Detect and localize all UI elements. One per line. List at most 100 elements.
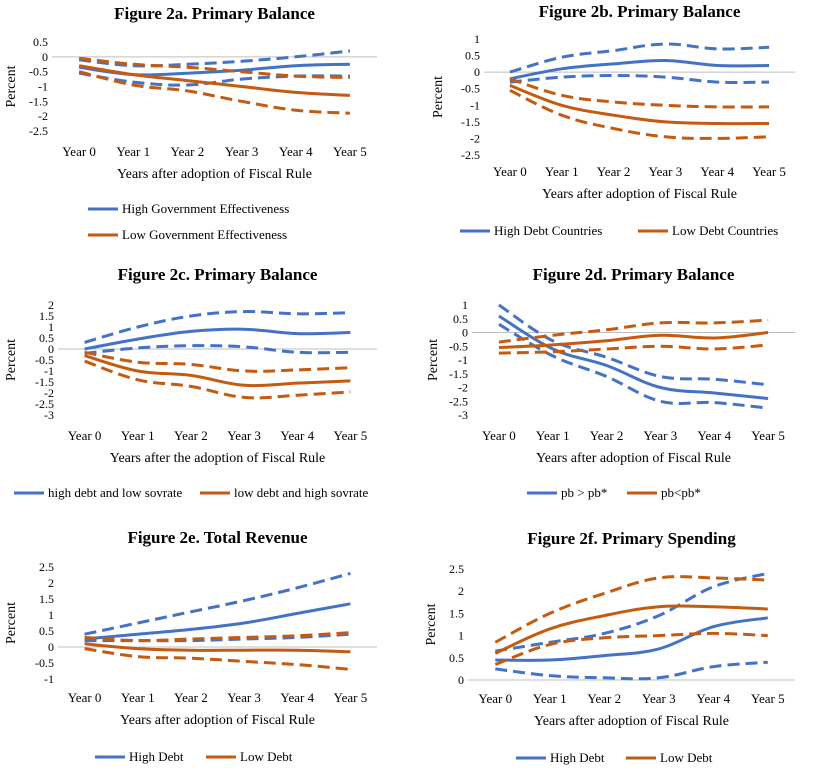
chart-1: Figure 2a. Primary Balance 0.50-0.5-1-1.5… (4, 4, 377, 242)
series-line-blue (84, 327, 351, 351)
chart-3: Figure 2c. Primary Balance21.510.50-0.5-… (4, 265, 377, 500)
legend: pb > pb* pb<pb* (527, 485, 701, 500)
legend-label: low debt and high sovrate (234, 485, 369, 500)
x-tick-label: Year 1 (533, 691, 567, 706)
legend: High Debt Low Debt (516, 750, 713, 765)
chart-title: Figure 2b. Primary Balance (539, 2, 741, 21)
x-tick-label: Year 5 (334, 690, 368, 705)
y-tick-label: -2 (458, 381, 468, 395)
y-axis-title: Percent (4, 339, 19, 381)
y-tick-label: 2.5 (39, 560, 54, 574)
x-axis-title: Years after adoption of Fiscal Rule (536, 451, 731, 466)
x-tick-label: Year 0 (68, 690, 102, 705)
legend-label: Low Government Effectiveness (122, 227, 287, 242)
series-band-line-orange (494, 575, 768, 644)
y-tick-label: 1.5 (39, 592, 54, 606)
series-line-orange (78, 64, 350, 97)
x-tick-label: Year 5 (752, 164, 786, 179)
x-tick-label: Year 2 (587, 691, 621, 706)
x-tick-label: Year 1 (536, 428, 570, 443)
y-tick-label: 1 (474, 32, 480, 46)
x-tick-label: Year 2 (590, 428, 624, 443)
x-tick-label: Year 4 (279, 144, 313, 159)
x-tick-label: Year 4 (280, 690, 314, 705)
y-tick-label: 0.5 (39, 331, 54, 345)
y-tick-label: 0.5 (33, 35, 48, 49)
series-band-line-orange (84, 647, 351, 671)
y-tick-label: -0.5 (461, 82, 480, 96)
series-band-line-orange (498, 318, 769, 344)
series-band-line-orange (498, 343, 769, 355)
series-band-line-blue (84, 632, 351, 643)
y-tick-label: 0 (42, 50, 48, 64)
x-tick-label: Year 5 (751, 428, 785, 443)
series-band-line-blue (509, 42, 770, 74)
y-tick-label: 0 (462, 326, 468, 340)
x-tick-label: Year 0 (478, 691, 512, 706)
series-band-line-blue (498, 323, 769, 410)
y-tick-label: 0 (474, 65, 480, 79)
y-tick-label: -1 (44, 364, 54, 378)
y-tick-label: -0.5 (35, 353, 54, 367)
y-tick-label: -2.5 (461, 148, 480, 162)
x-tick-label: Year 3 (642, 691, 676, 706)
y-tick-label: -1.5 (35, 375, 54, 389)
x-tick-label: Year 2 (597, 164, 631, 179)
series-band-line-blue (84, 310, 351, 344)
legend-label: High Debt (550, 750, 605, 765)
x-axis-title: Years after adoption of Fiscal Rule (117, 167, 312, 182)
y-axis-title: Percent (431, 76, 446, 118)
x-tick-label: Year 2 (174, 690, 208, 705)
x-tick-label: Year 0 (68, 428, 102, 443)
legend: High Debt Low Debt (95, 749, 293, 764)
series-band-line-orange (84, 359, 351, 400)
y-tick-label: 1.5 (39, 309, 54, 323)
x-axis-title: Years after adoption of Fiscal Rule (542, 187, 737, 202)
x-tick-label: Year 3 (225, 144, 259, 159)
x-tick-label: Year 0 (482, 428, 516, 443)
y-tick-label: -2 (470, 131, 480, 145)
x-tick-label: Year 2 (171, 144, 205, 159)
x-tick-label: Year 4 (280, 428, 314, 443)
x-tick-label: Year 3 (649, 164, 683, 179)
chart-title: Figure 2d. Primary Balance (533, 265, 735, 284)
legend-label: Low Debt (660, 750, 713, 765)
y-tick-label: -2.5 (449, 394, 468, 408)
series-band-line-orange (509, 89, 770, 140)
series-band-line-orange (84, 350, 351, 373)
legend-label: pb<pb* (661, 485, 701, 500)
y-tick-label: -2 (44, 386, 54, 400)
legend: High Government Effectiveness Low Governm… (88, 201, 289, 242)
series-band-line-blue (84, 571, 351, 636)
chart-2: Figure 2b. Primary Balance 1 0.5 0 -0.5 -1 -1.… (431, 2, 795, 238)
y-axis-title: Percent (4, 602, 19, 644)
y-tick-label: -2 (38, 109, 48, 123)
y-tick-label: 2 (48, 298, 54, 312)
y-tick-label: 2 (48, 576, 54, 590)
x-tick-label: Year 1 (545, 164, 579, 179)
y-tick-label: -2.5 (29, 124, 48, 138)
series-line-orange (498, 331, 769, 350)
legend-label: Low Debt Countries (672, 223, 778, 238)
x-tick-label: Year 4 (696, 691, 730, 706)
legend-label: high debt and low sovrate (48, 485, 183, 500)
y-tick-label: -0.5 (29, 65, 48, 79)
series-band-line-orange (78, 56, 350, 80)
y-tick-label: -1.5 (29, 94, 48, 108)
series-band-line-orange (494, 631, 768, 666)
y-tick-label: 1.5 (449, 606, 464, 620)
y-tick-label: -3 (458, 408, 468, 422)
series-band-line-orange (509, 77, 770, 109)
x-tick-label: Year 0 (493, 164, 527, 179)
x-tick-label: Year 4 (700, 164, 734, 179)
series-band-line-orange (78, 70, 350, 115)
x-tick-label: Year 5 (751, 691, 785, 706)
y-axis-title: Percent (426, 339, 441, 381)
series-line-blue (498, 314, 769, 400)
y-tick-label: 0 (48, 342, 54, 356)
y-tick-label: -1 (44, 672, 54, 686)
series-band-line-orange (84, 631, 351, 643)
series-line-blue (495, 616, 769, 662)
chart-6: Figure 2f. Primary Spending2.521.510.50Y… (424, 529, 795, 765)
y-tick-label: 0.5 (449, 651, 464, 665)
